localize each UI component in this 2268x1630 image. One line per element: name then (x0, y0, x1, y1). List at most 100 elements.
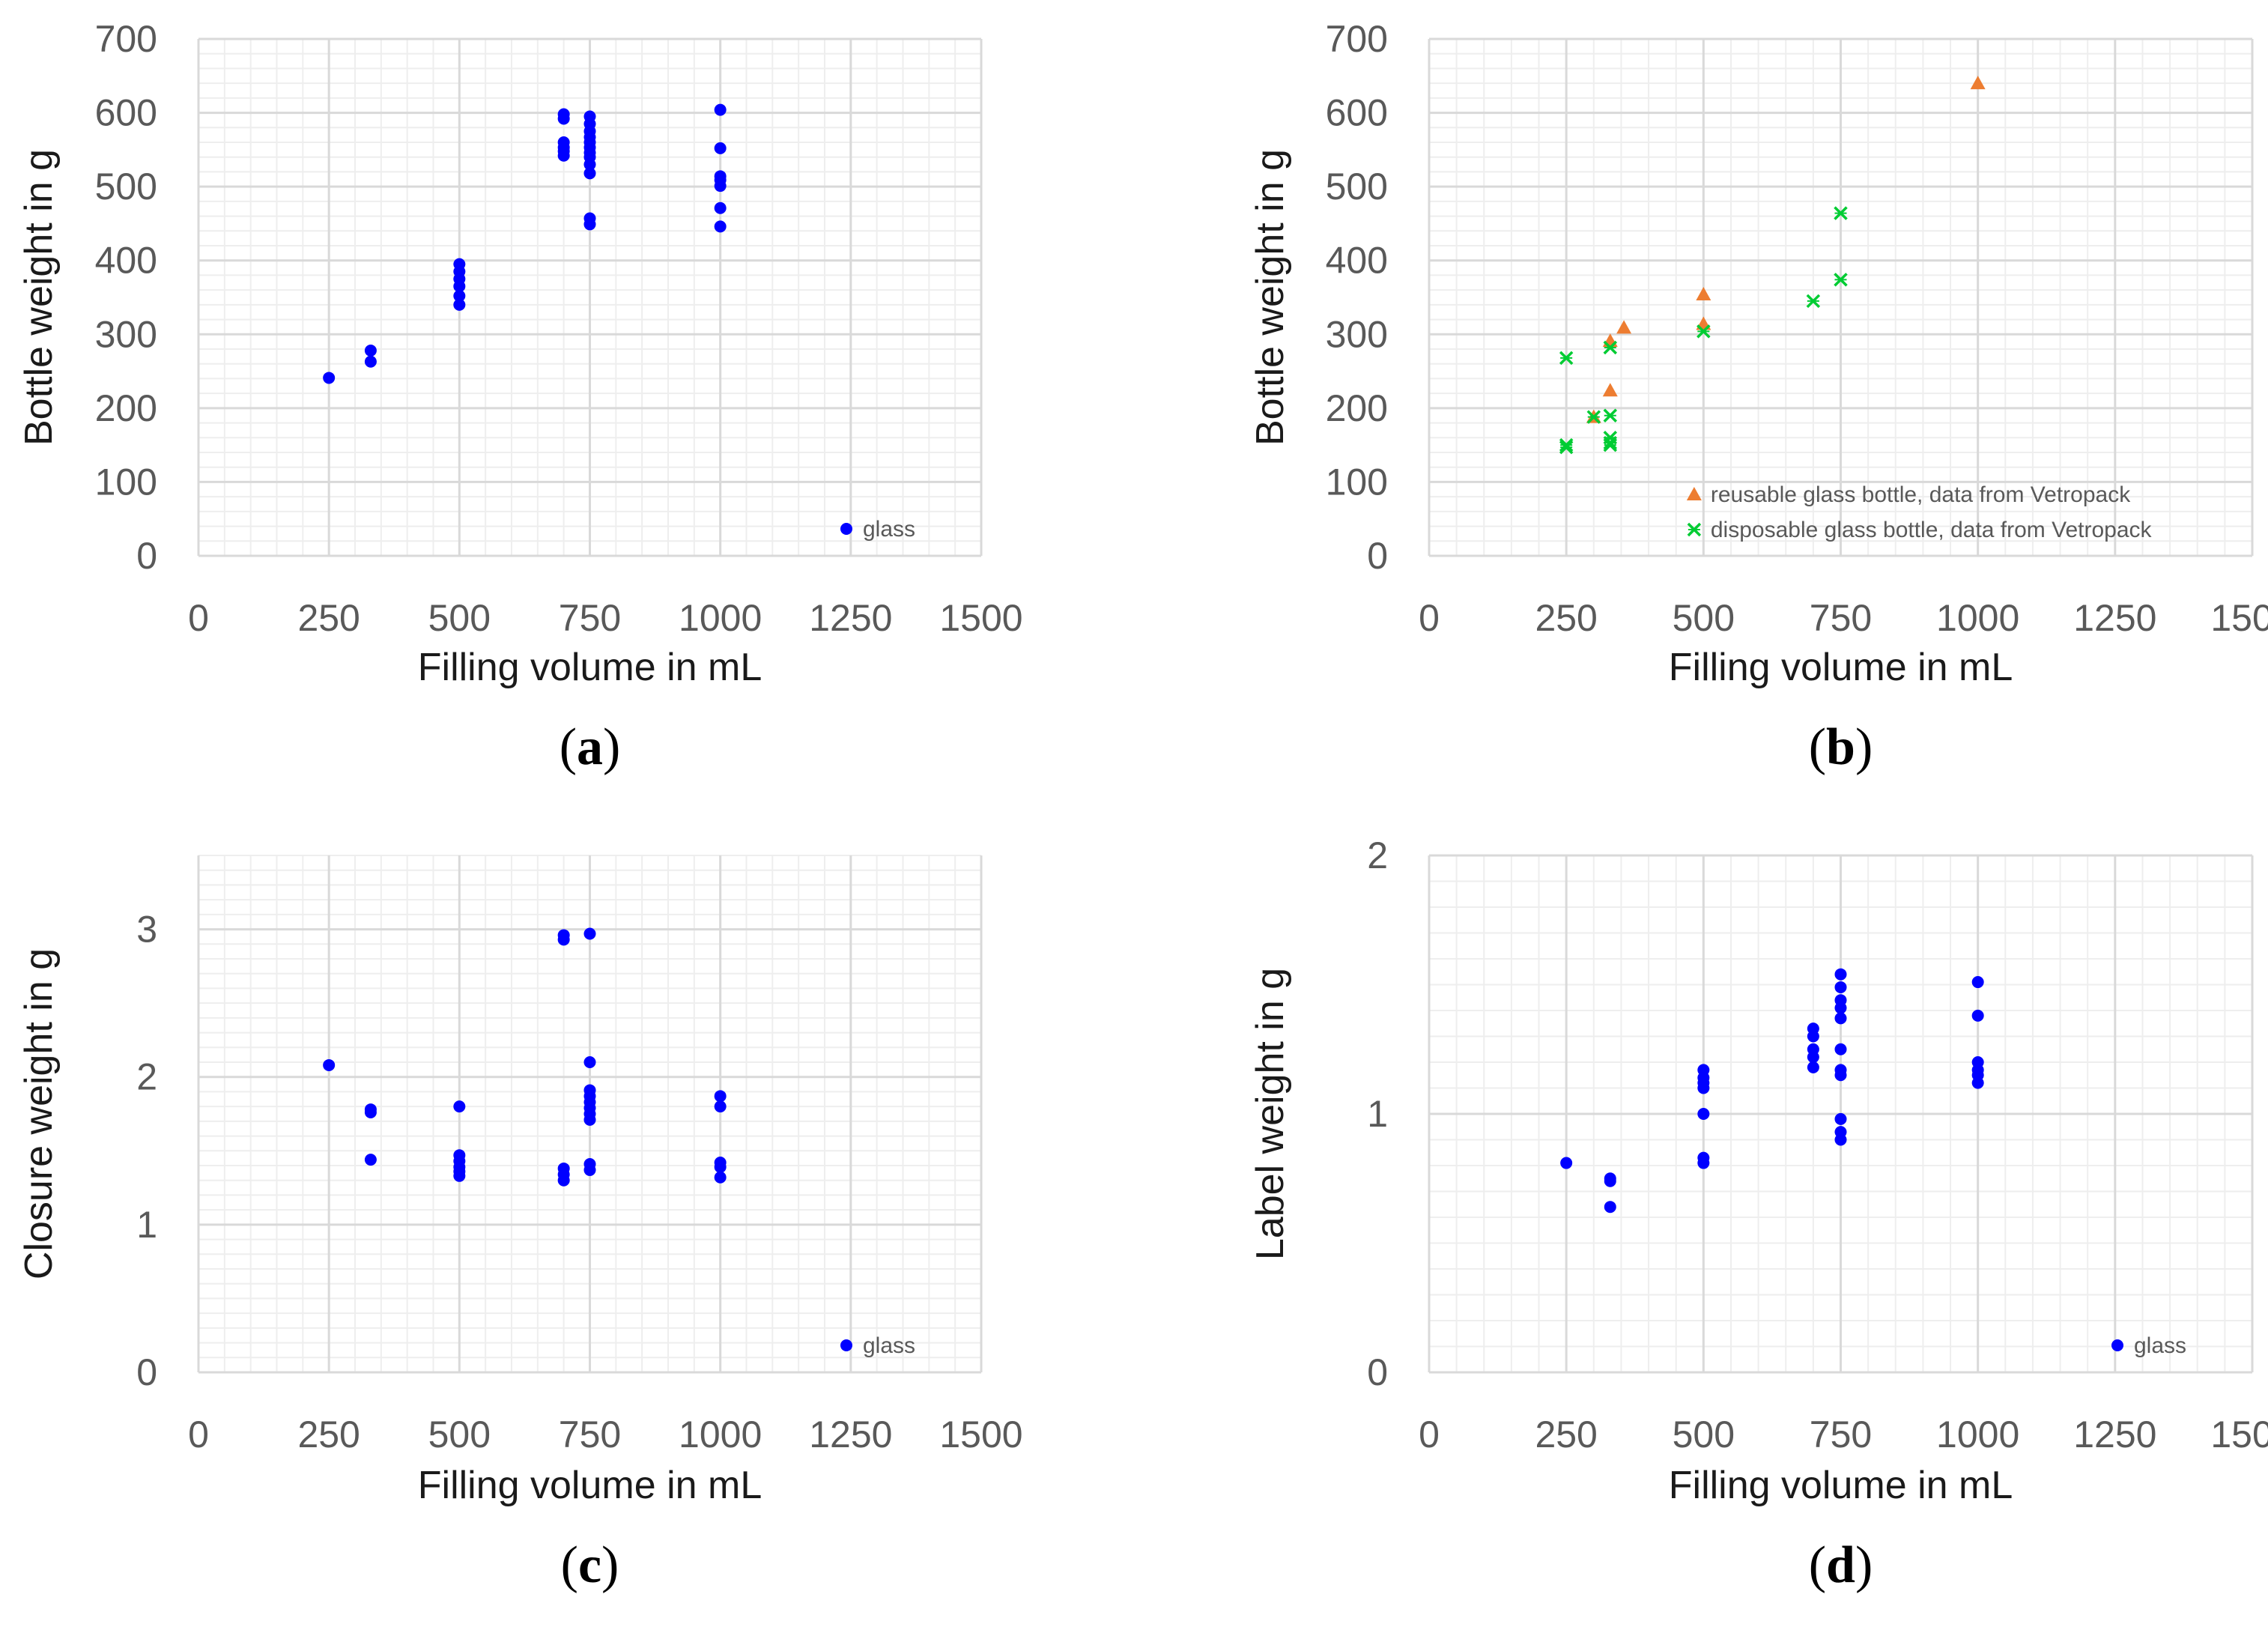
x-tick-label: 750 (559, 1414, 621, 1455)
data-point (1834, 1069, 1847, 1082)
data-point (1603, 437, 1618, 452)
data-point (583, 1056, 596, 1068)
legend: glass (2111, 1333, 2186, 1358)
panel-label-open: ( (1809, 718, 1826, 776)
y-tick-label: 2 (136, 1056, 157, 1098)
chart-panel-b: 0 250 500 750 1000 1250 1500 0 100 200 300 400 500 60… (1249, 18, 2268, 776)
data-point (1834, 968, 1847, 981)
panel-label-open: ( (560, 718, 577, 776)
panel-label: (a) (560, 718, 621, 776)
x-tick-label: 1000 (679, 1414, 762, 1455)
data-point (1696, 287, 1711, 301)
x-tick-label: 1500 (2210, 597, 2268, 639)
data-point (1686, 487, 1702, 500)
data-point (1602, 383, 1618, 397)
chart-panel-c: 0 250 500 750 1000 1250 1500 0 1 2 3 Filling volume… (17, 855, 1023, 1594)
legend: glass (840, 517, 915, 542)
data-point (1697, 1082, 1710, 1094)
data-point (1807, 1030, 1819, 1043)
x-tick-label: 0 (188, 1414, 209, 1455)
legend-label: reusable glass bottle, data from Vetropa… (1711, 482, 2131, 507)
data-point (1604, 1201, 1616, 1214)
legend-label: disposable glass bottle, data from Vetro… (1711, 518, 2153, 542)
y-axis-title: Closure weight in g (17, 948, 61, 1279)
x-tick-label: 500 (428, 1414, 491, 1455)
y-tick-label: 0 (136, 535, 157, 577)
data-point (1834, 1133, 1847, 1146)
data-point (1971, 1009, 1984, 1022)
data-point (1834, 1043, 1847, 1055)
data-point (1697, 324, 1711, 339)
y-tick-labels: 0 100 200 300 400 500 600 700 (95, 18, 157, 577)
data-point (453, 298, 466, 311)
x-tick-label: 1250 (2073, 597, 2156, 639)
legend: glass (840, 1333, 915, 1358)
x-tick-label: 750 (1810, 597, 1872, 639)
y-tick-label: 700 (95, 18, 157, 60)
data-point (1971, 976, 1984, 989)
x-tick-label: 250 (1535, 1414, 1597, 1455)
data-point (1603, 340, 1618, 355)
data-point (557, 149, 570, 162)
panel-label-letter: b (1826, 718, 1855, 776)
x-tick-label: 1000 (679, 597, 762, 639)
x-tick-label: 1500 (2210, 1414, 2268, 1455)
y-axis-title: Bottle weight in g (1249, 149, 1292, 446)
major-gridlines (1428, 37, 2254, 557)
x-axis-title: Filling volume in mL (418, 646, 762, 689)
x-tick-label: 0 (1419, 1414, 1440, 1455)
y-tick-label: 0 (1367, 1351, 1388, 1393)
data-point (714, 202, 727, 214)
panel-label-close: ) (603, 718, 620, 776)
chart-panel-d: 0 250 500 750 1000 1250 1500 0 1 2 Filling volume … (1249, 834, 2268, 1594)
panel-label: (b) (1809, 718, 1873, 776)
panel-label-letter: a (577, 718, 603, 776)
x-tick-label: 0 (1419, 597, 1440, 639)
data-point (840, 1339, 852, 1351)
data-point (364, 1106, 377, 1119)
data-point (1806, 294, 1821, 309)
data-point (1697, 1108, 1710, 1120)
legend-label: glass (2134, 1333, 2186, 1358)
y-tick-label: 0 (136, 1351, 157, 1393)
series-1 (323, 103, 727, 384)
y-tick-label: 600 (1326, 92, 1388, 134)
y-tick-label: 600 (95, 92, 157, 134)
y-tick-labels: 0 1 2 (1367, 834, 1388, 1393)
x-axis-title: Filling volume in mL (418, 1464, 762, 1507)
data-point (323, 372, 336, 384)
data-point (453, 290, 466, 303)
data-point (453, 280, 466, 293)
x-tick-label: 0 (188, 597, 209, 639)
y-tick-labels: 0 1 2 3 (136, 909, 157, 1393)
data-point (583, 167, 596, 180)
legend: reusable glass bottle, data from Vetropa… (1686, 482, 2153, 542)
data-point (453, 1100, 466, 1113)
data-point (714, 1160, 727, 1173)
data-point (1834, 1112, 1847, 1125)
y-tick-label: 500 (1326, 166, 1388, 207)
y-tick-label: 200 (95, 387, 157, 429)
x-tick-label: 1000 (1936, 597, 2019, 639)
x-tick-label: 250 (297, 597, 360, 639)
y-tick-label: 300 (95, 313, 157, 355)
data-point (364, 1154, 377, 1166)
data-point (714, 220, 727, 233)
panel-label: (d) (1809, 1536, 1873, 1594)
y-tick-label: 100 (1326, 461, 1388, 503)
data-point (1687, 522, 1702, 537)
y-tick-label: 500 (95, 166, 157, 207)
data-point (1604, 1175, 1616, 1187)
major-gridlines (1428, 854, 2254, 1374)
panel-label-close: ) (1855, 718, 1873, 776)
x-tick-labels: 0 250 500 750 1000 1250 1500 (1419, 597, 2268, 639)
data-point (1807, 1061, 1819, 1073)
x-tick-labels: 0 250 500 750 1000 1250 1500 (1419, 1414, 2268, 1455)
x-tick-label: 250 (1535, 597, 1597, 639)
y-axis-title: Bottle weight in g (17, 149, 61, 446)
data-point (557, 933, 570, 946)
x-tick-label: 1250 (809, 597, 892, 639)
data-point (1971, 1076, 1984, 1089)
x-tick-label: 500 (1673, 1414, 1735, 1455)
